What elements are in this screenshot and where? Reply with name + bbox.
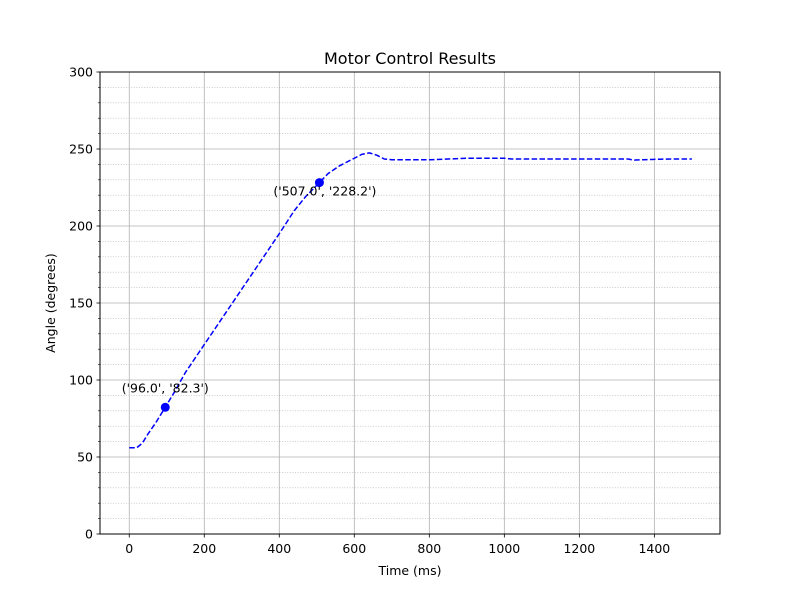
x-tick-label: 600 <box>342 541 366 556</box>
grid-layer <box>100 71 720 535</box>
x-tick-label: 200 <box>192 541 216 556</box>
tick-layer: 0 50 100 150 200 250 300 0 200 400 600 800 1000 1200 1… <box>69 65 670 557</box>
x-tick-label: 800 <box>417 541 441 556</box>
point-annotation: ('96.0', '82.3') <box>122 380 209 395</box>
series-layer <box>129 152 692 449</box>
y-tick-label: 300 <box>69 65 93 80</box>
y-tick-label: 100 <box>69 373 93 388</box>
series-line <box>129 152 692 449</box>
x-tick-label: 1000 <box>488 541 520 556</box>
y-tick-label: 250 <box>69 142 93 157</box>
chart-title: Motor Control Results <box>324 49 496 68</box>
x-tick-label: 0 <box>125 541 133 556</box>
y-tick-label: 50 <box>77 450 93 465</box>
x-axis-label: Time (ms) <box>377 563 441 578</box>
point-annotation: ('507.0', '228.2') <box>273 184 376 199</box>
x-tick-label: 400 <box>267 541 291 556</box>
y-tick-label: 150 <box>69 296 93 311</box>
y-tick-label: 200 <box>69 219 93 234</box>
y-tick-label: 0 <box>85 527 93 542</box>
data-point-marker <box>160 402 170 412</box>
y-axis-label: Angle (degrees) <box>43 253 58 353</box>
x-tick-label: 1200 <box>563 541 595 556</box>
x-tick-label: 1400 <box>638 541 670 556</box>
marker-layer: ('96.0', '82.3') ('507.0', '228.2') <box>122 178 376 412</box>
data-point-marker <box>314 178 324 188</box>
